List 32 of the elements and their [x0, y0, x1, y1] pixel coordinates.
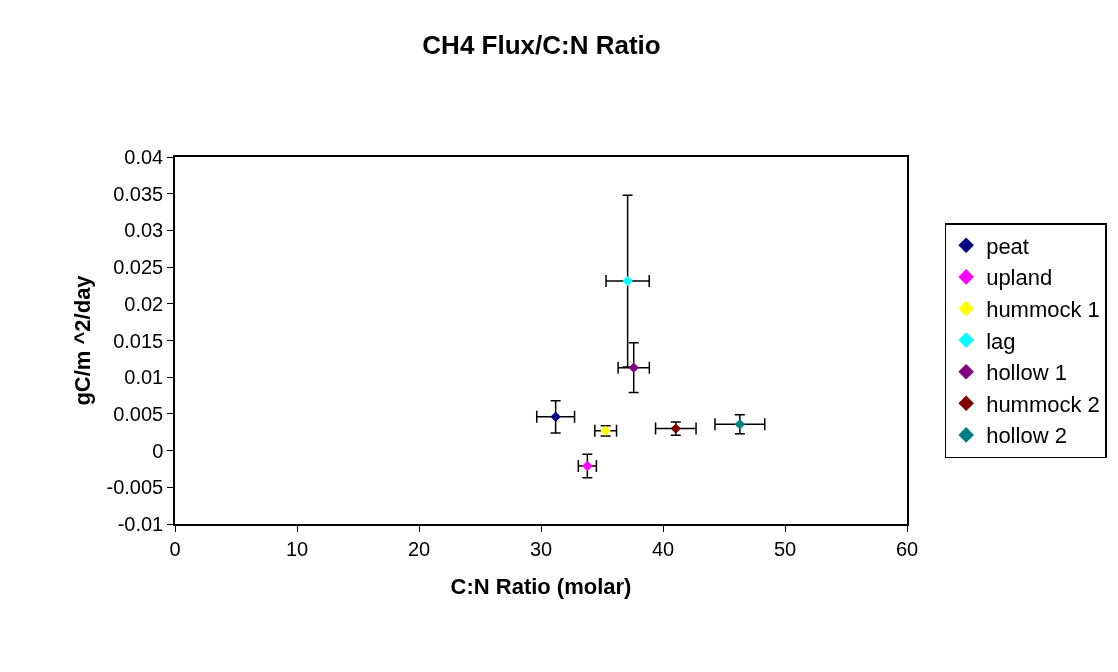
y-axis-title: gC/m ^2/day	[69, 274, 95, 406]
y-tick-label: 0.015	[113, 329, 164, 352]
y-tick-label: -0.005	[106, 476, 164, 499]
point	[550, 411, 561, 423]
x-tick-label: 20	[407, 537, 431, 560]
legend-label: hollow 1	[986, 360, 1067, 386]
legend-label: lag	[986, 328, 1016, 354]
y-tick-label: 0.035	[113, 182, 164, 205]
y-tick-label: 0.03	[124, 219, 164, 242]
x-tick-label: 30	[529, 537, 553, 560]
legend-label: upland	[986, 265, 1053, 291]
y-tick-label: 0.025	[113, 256, 164, 279]
y-tick-label: 0.01	[124, 366, 164, 389]
x-tick-label: 40	[651, 537, 675, 560]
y-tick-label: 0	[152, 439, 164, 462]
y-tick-label: 0.005	[113, 402, 164, 425]
point	[734, 418, 746, 430]
x-tick-label: 60	[895, 537, 919, 560]
legend-label: peat	[986, 233, 1029, 259]
y-tick-label: 0.02	[124, 292, 164, 315]
x-tick-label: 10	[285, 537, 309, 560]
y-tick-label: -0.01	[117, 513, 164, 535]
x-axis-title: C:N Ratio (molar)	[450, 574, 632, 600]
legend-label: hummock 2	[986, 391, 1100, 417]
chart-title: CH4 Flux/C:N Ratio	[422, 30, 661, 61]
point	[628, 362, 639, 373]
y-tick-label: 0.04	[124, 146, 164, 168]
x-tick-label: 50	[773, 537, 797, 560]
point	[622, 275, 633, 287]
x-tick-label: 0	[169, 537, 181, 560]
legend-label: hollow 2	[986, 423, 1067, 449]
legend-label: hummock 1	[986, 297, 1100, 323]
